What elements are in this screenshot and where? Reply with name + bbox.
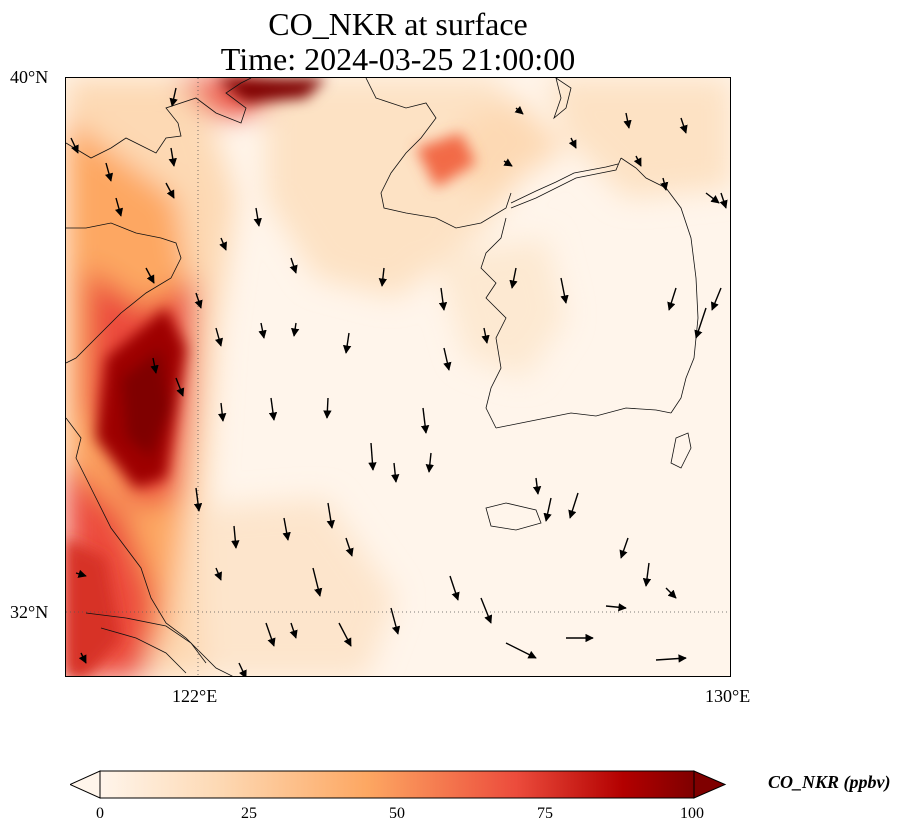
colorbar-label: CO_NKR (ppbv)	[768, 772, 891, 792]
colorbar-gradient	[100, 771, 694, 798]
colorbar-extend-min	[70, 770, 101, 799]
colorbar-tick: 0	[96, 805, 104, 822]
map-time: Time: 2024-03-25 21:00:00	[220, 41, 576, 77]
colorbar-extend-max	[693, 770, 727, 799]
concentration-field	[66, 78, 730, 676]
colorbar-tick: 75	[537, 805, 553, 822]
lon-tick-label: 130°E	[705, 686, 751, 706]
map-panel	[65, 77, 731, 677]
lat-tick-label: 32°N	[10, 602, 49, 622]
map-plot	[66, 78, 730, 676]
gridlines	[66, 78, 730, 676]
wind-vectors	[70, 87, 728, 676]
colorbar-tick: 50	[389, 805, 405, 822]
colorbar	[70, 770, 727, 799]
coastlines	[66, 78, 699, 676]
colorbar-tick: 100	[680, 805, 704, 822]
map-title: CO_NKR at surface	[268, 6, 528, 42]
lon-tick-label: 122°E	[172, 686, 218, 706]
colorbar-tick: 25	[241, 805, 257, 822]
lat-tick-label: 40°N	[10, 67, 49, 87]
